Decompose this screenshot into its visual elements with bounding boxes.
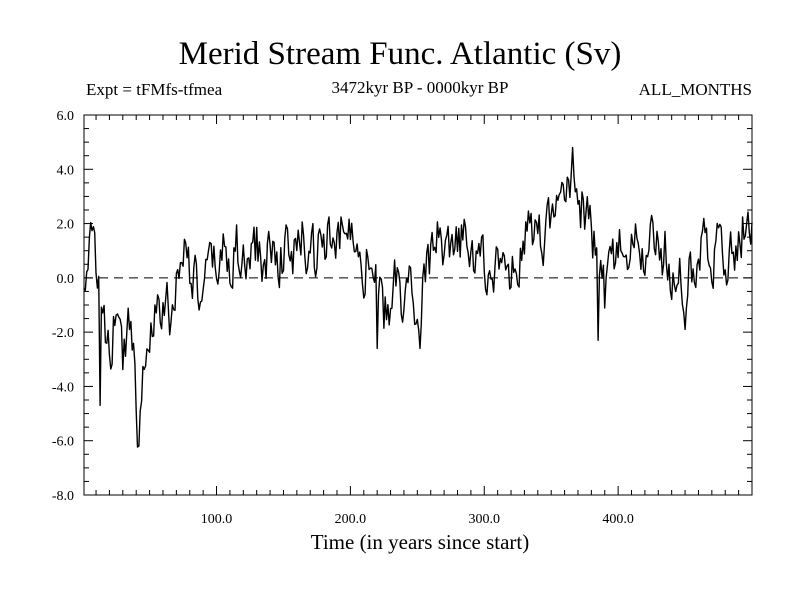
plot-frame [83,114,753,496]
x-axis-label: Time (in years since start) [311,530,530,554]
y-axis: -8.0 -6.0 -4.0 -2.0 0.0 2.0 4.0 6.0 [52,109,752,504]
y-tick-label: 0.0 [57,272,75,287]
months-label: ALL_MONTHS [638,80,752,99]
y-tick-label: -2.0 [52,326,74,341]
chart-title: Merid Stream Func. Atlantic (Sv) [178,36,622,72]
x-tick-label: 200.0 [335,512,367,527]
y-tick-label: -6.0 [52,435,74,450]
x-tick-label: 400.0 [602,512,634,527]
time-range-label: 3472kyr BP - 0000kyr BP [331,78,509,97]
x-axis: 100.0 200.0 300.0 400.0 [95,115,753,527]
y-tick-label: -8.0 [52,489,74,504]
x-tick-label: 300.0 [469,512,501,527]
y-tick-label: 2.0 [57,218,75,233]
series-line [83,146,753,448]
y-tick-label: 4.0 [57,163,75,178]
x-tick-label: 100.0 [201,512,233,527]
experiment-label: Expt = tFMfs-tfmea [86,80,223,99]
y-tick-label: 6.0 [57,109,75,124]
y-tick-label: -4.0 [52,380,74,395]
